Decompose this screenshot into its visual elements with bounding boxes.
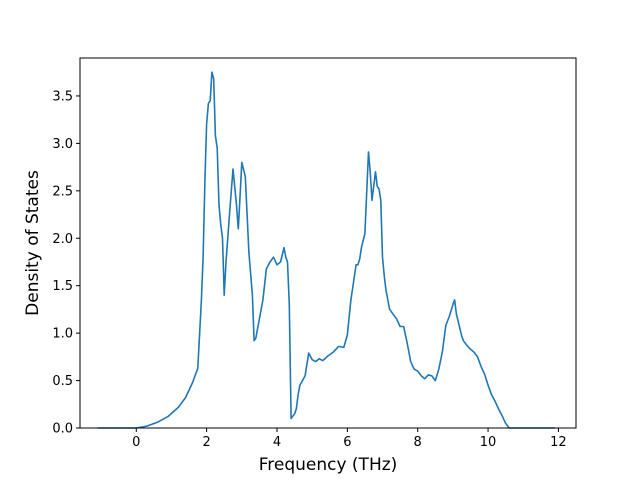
y-tick-label: 1.0: [52, 327, 73, 342]
ticks: 0 2 4 6 8 10 12 0.0 0.5 1.0 1.5 2.0 2.5 3.0 3.5: [52, 89, 566, 450]
series-line-dos: [97, 71, 555, 429]
plot-frame: [79, 57, 577, 429]
y-tick-label: 0.5: [52, 374, 73, 389]
y-tick-label: 0.0: [52, 422, 73, 437]
y-tick-label: 1.5: [52, 279, 73, 294]
x-tick-label: 8: [414, 435, 422, 450]
x-tick-label: 4: [273, 435, 281, 450]
y-tick-label: 3.5: [52, 89, 73, 104]
y-tick-label: 2.0: [52, 232, 73, 247]
x-tick-label: 0: [132, 435, 140, 450]
x-tick-label: 12: [550, 435, 567, 450]
x-tick-label: 10: [480, 435, 497, 450]
plot-area: [80, 58, 576, 428]
x-axis-label: Frequency (THz): [259, 455, 398, 475]
y-tick-label: 2.5: [52, 184, 73, 199]
y-axis-label: Density of States: [23, 170, 43, 316]
x-tick-label: 6: [343, 435, 351, 450]
y-tick-label: 3.0: [52, 137, 73, 152]
x-tick-label: 2: [202, 435, 210, 450]
